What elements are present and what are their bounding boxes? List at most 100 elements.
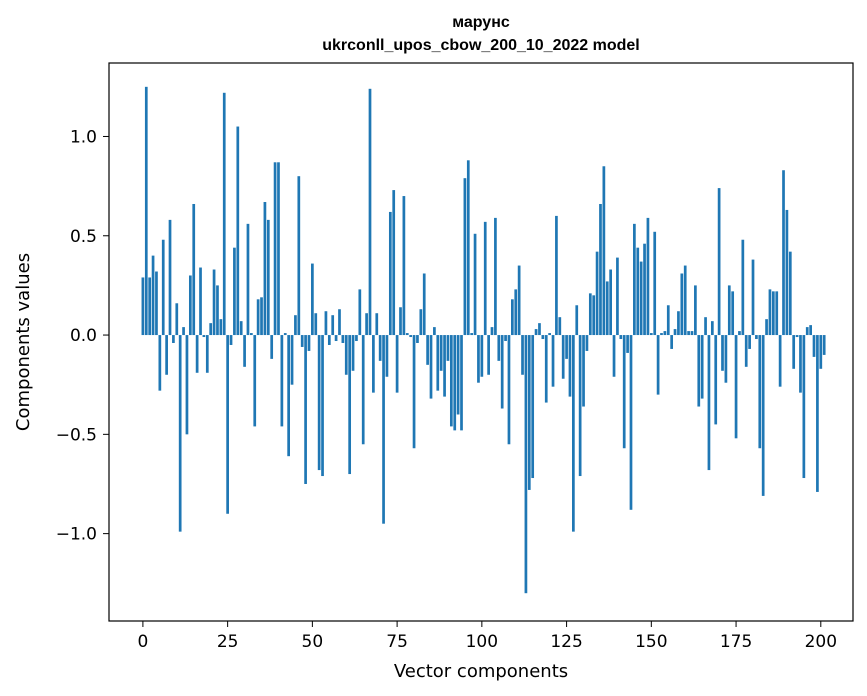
y-tick-label: 1.0 xyxy=(70,127,97,147)
bar-component-113 xyxy=(524,335,528,594)
bar-component-148 xyxy=(643,243,646,336)
bar-component-112 xyxy=(521,335,524,375)
bar-component-40 xyxy=(277,162,280,336)
bar-component-22 xyxy=(216,285,219,336)
bar-component-51 xyxy=(314,313,318,336)
bar-component-110 xyxy=(514,289,518,336)
bar-component-126 xyxy=(568,335,572,397)
bar-component-80 xyxy=(412,335,416,449)
bar-component-33 xyxy=(253,335,257,427)
x-tick-label: 150 xyxy=(635,632,667,652)
bar-component-58 xyxy=(338,309,341,336)
bar-component-181 xyxy=(755,335,758,340)
bar-component-201 xyxy=(822,335,826,355)
bar-component-71 xyxy=(382,335,385,524)
bar-component-49 xyxy=(307,335,311,351)
bar-component-144 xyxy=(629,335,633,510)
x-axis-label: Vector components xyxy=(394,661,568,682)
bar-component-133 xyxy=(592,295,596,336)
bar-component-90 xyxy=(446,335,450,361)
bar-component-64 xyxy=(358,289,362,336)
bar-component-29 xyxy=(239,321,243,336)
bar-component-62 xyxy=(351,335,355,371)
bar-component-48 xyxy=(304,335,307,484)
bar-component-177 xyxy=(741,239,745,336)
bar-component-109 xyxy=(511,299,514,336)
bar-component-182 xyxy=(758,335,762,449)
bar-component-195 xyxy=(802,335,806,479)
bar-component-47 xyxy=(300,335,304,347)
bar-component-114 xyxy=(527,335,531,490)
bar-component-44 xyxy=(290,335,294,385)
bar-component-111 xyxy=(517,265,521,336)
bar-component-85 xyxy=(429,335,433,399)
bar-component-13 xyxy=(185,335,189,435)
bar-component-142 xyxy=(622,335,626,449)
x-tick-label: 25 xyxy=(217,632,239,652)
bar-component-8 xyxy=(168,219,172,336)
bar-component-175 xyxy=(734,335,738,439)
bar-component-42 xyxy=(283,333,287,336)
bar-component-129 xyxy=(578,335,582,477)
bar-component-163 xyxy=(694,285,697,336)
bar-component-119 xyxy=(544,335,548,403)
bar-component-124 xyxy=(561,335,565,379)
bar-component-36 xyxy=(263,202,267,336)
bar-component-10 xyxy=(175,303,179,336)
bar-component-79 xyxy=(409,335,413,338)
bar-component-115 xyxy=(531,335,535,479)
bar-component-100 xyxy=(480,335,484,377)
bar-component-2 xyxy=(148,277,152,336)
bar-component-82 xyxy=(419,309,423,336)
bar-component-35 xyxy=(260,297,263,336)
bar-component-7 xyxy=(165,335,168,375)
y-tick-label: −1.0 xyxy=(56,525,97,545)
x-tick-label: 125 xyxy=(550,632,582,652)
bar-component-160 xyxy=(683,265,687,336)
bar-component-137 xyxy=(605,281,609,336)
chart-subtitle: ukrconll_upos_cbow_200_10_2022 model xyxy=(322,37,639,54)
bar-component-170 xyxy=(717,188,721,336)
bar-component-172 xyxy=(724,335,728,383)
x-tick-label: 100 xyxy=(466,632,498,652)
bar-component-94 xyxy=(460,335,463,431)
bar-component-16 xyxy=(195,335,199,373)
bar-component-118 xyxy=(541,335,545,340)
plot-frame xyxy=(108,62,854,622)
bar-component-3 xyxy=(151,255,155,336)
bar-component-152 xyxy=(656,335,660,395)
bar-component-107 xyxy=(504,335,507,342)
bar-component-108 xyxy=(507,335,511,445)
bar-component-173 xyxy=(727,285,731,336)
bar-component-14 xyxy=(188,275,192,336)
bar-component-99 xyxy=(477,335,480,383)
bar-component-96 xyxy=(466,160,470,336)
bar-component-140 xyxy=(616,257,619,336)
bar-component-68 xyxy=(372,335,375,393)
bar-component-151 xyxy=(653,231,657,336)
bar-component-61 xyxy=(348,335,352,475)
bar-component-15 xyxy=(192,203,196,336)
bar-component-103 xyxy=(490,327,494,336)
bar-component-104 xyxy=(494,217,497,336)
y-tick-label: 0.5 xyxy=(70,227,97,247)
bar-component-37 xyxy=(266,219,270,336)
bar-component-130 xyxy=(582,335,585,407)
bar-component-128 xyxy=(575,305,579,336)
bar-component-70 xyxy=(378,335,382,361)
bar-component-122 xyxy=(555,215,558,336)
bar-component-198 xyxy=(812,335,816,357)
y-tick-label: 0.0 xyxy=(70,326,97,346)
bar-component-66 xyxy=(365,313,368,336)
bar-component-76 xyxy=(399,307,402,336)
bar-component-12 xyxy=(182,327,185,336)
bar-component-190 xyxy=(785,209,789,336)
bar-component-176 xyxy=(738,331,741,336)
bar-component-77 xyxy=(402,196,406,336)
bar-component-132 xyxy=(588,293,592,336)
bar-component-72 xyxy=(385,335,389,377)
bar-component-191 xyxy=(788,251,792,336)
bar-component-9 xyxy=(172,335,175,343)
bar-component-17 xyxy=(199,267,202,336)
bar-component-178 xyxy=(744,335,748,367)
